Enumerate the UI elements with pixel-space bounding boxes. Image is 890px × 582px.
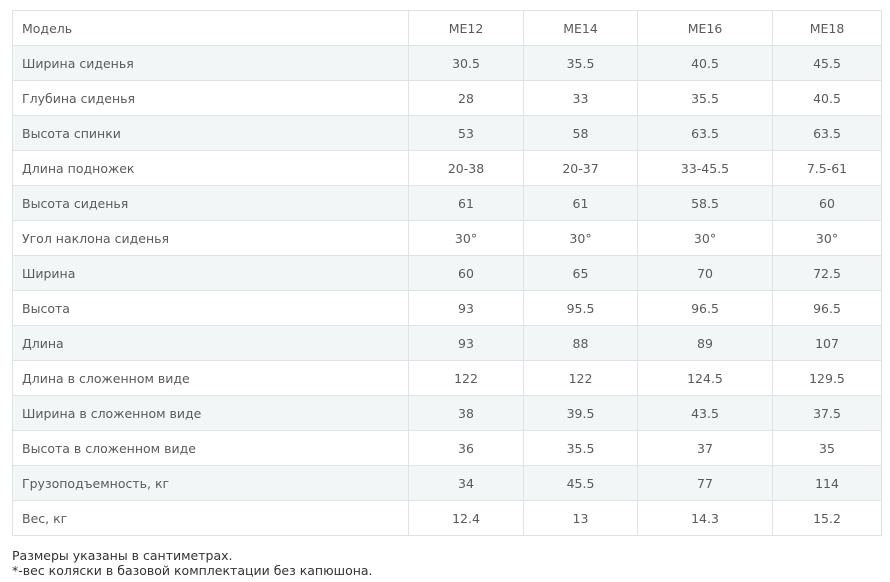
row-label: Ширина (12, 255, 409, 291)
table-row: Глубина сиденья 28 33 35.5 40.5 (12, 80, 882, 116)
table-row: Высота спинки 53 58 63.5 63.5 (12, 115, 882, 151)
cell-value: 14.3 (637, 500, 773, 536)
cell-value: 33-45.5 (637, 150, 773, 186)
cell-value: 30° (523, 220, 638, 256)
cell-value: 7.5-61 (772, 150, 882, 186)
cell-value: 35.5 (523, 45, 638, 81)
row-label: Глубина сиденья (12, 80, 409, 116)
cell-value: ME12 (408, 10, 524, 46)
cell-value: 40.5 (772, 80, 882, 116)
row-label: Длина (12, 325, 409, 361)
row-label: Высота в сложенном виде (12, 430, 409, 466)
table-row: Высота сиденья 61 61 58.5 60 (12, 185, 882, 221)
table-row: Ширина сиденья 30.5 35.5 40.5 45.5 (12, 45, 882, 81)
row-label: Высота (12, 290, 409, 326)
cell-value: 20-37 (523, 150, 638, 186)
cell-value: 96.5 (637, 290, 773, 326)
cell-value: 35.5 (523, 430, 638, 466)
row-label: Вес, кг (12, 500, 409, 536)
cell-value: 58 (523, 115, 638, 151)
cell-value: 35 (772, 430, 882, 466)
cell-value: 63.5 (772, 115, 882, 151)
cell-value: 88 (523, 325, 638, 361)
table-row: Ширина 60 65 70 72.5 (12, 255, 882, 291)
table-row: Длина в сложенном виде 122 122 124.5 129.5 (12, 360, 882, 396)
cell-value: 96.5 (772, 290, 882, 326)
cell-value: ME14 (523, 10, 638, 46)
cell-value: 15.2 (772, 500, 882, 536)
row-label: Угол наклона сиденья (12, 220, 409, 256)
row-label: Ширина в сложенном виде (12, 395, 409, 431)
cell-value: 60 (408, 255, 524, 291)
cell-value: 45.5 (772, 45, 882, 81)
cell-value: 122 (408, 360, 524, 396)
cell-value: 72.5 (772, 255, 882, 291)
cell-value: 114 (772, 465, 882, 501)
cell-value: 40.5 (637, 45, 773, 81)
row-label: Длина в сложенном виде (12, 360, 409, 396)
cell-value: 20-38 (408, 150, 524, 186)
cell-value: 95.5 (523, 290, 638, 326)
specs-table: Модель ME12 ME14 ME16 ME18 Ширина сиденья 30.5… (12, 10, 882, 536)
cell-value: 30.5 (408, 45, 524, 81)
row-label: Модель (12, 10, 409, 46)
cell-value: 107 (772, 325, 882, 361)
table-row: Высота 93 95.5 96.5 96.5 (12, 290, 882, 326)
table-row: Грузоподъемность, кг 34 45.5 77 114 (12, 465, 882, 501)
table-row: Вес, кг 12.4 13 14.3 15.2 (12, 500, 882, 536)
cell-value: 39.5 (523, 395, 638, 431)
cell-value: 77 (637, 465, 773, 501)
cell-value: 93 (408, 325, 524, 361)
row-label: Высота спинки (12, 115, 409, 151)
cell-value: 93 (408, 290, 524, 326)
cell-value: 53 (408, 115, 524, 151)
weight-note: *-вес коляски в базовой комплектации без… (12, 563, 373, 578)
cell-value: ME16 (637, 10, 773, 46)
row-label: Высота сиденья (12, 185, 409, 221)
cell-value: 122 (523, 360, 638, 396)
row-label: Длина подножек (12, 150, 409, 186)
cell-value: 70 (637, 255, 773, 291)
cell-value: 61 (408, 185, 524, 221)
cell-value: 89 (637, 325, 773, 361)
cell-value: 36 (408, 430, 524, 466)
cell-value: 65 (523, 255, 638, 291)
units-note: Размеры указаны в сантиметрах. (12, 548, 233, 563)
cell-value: 63.5 (637, 115, 773, 151)
cell-value: 61 (523, 185, 638, 221)
cell-value: 129.5 (772, 360, 882, 396)
cell-value: 34 (408, 465, 524, 501)
table-row: Угол наклона сиденья 30° 30° 30° 30° (12, 220, 882, 256)
row-label: Грузоподъемность, кг (12, 465, 409, 501)
cell-value: 45.5 (523, 465, 638, 501)
cell-value: 30° (408, 220, 524, 256)
cell-value: 37.5 (772, 395, 882, 431)
table-row: Длина 93 88 89 107 (12, 325, 882, 361)
cell-value: 37 (637, 430, 773, 466)
header-row: Модель ME12 ME14 ME16 ME18 (12, 10, 882, 46)
cell-value: 30° (637, 220, 773, 256)
cell-value: 124.5 (637, 360, 773, 396)
cell-value: 43.5 (637, 395, 773, 431)
cell-value: ME18 (772, 10, 882, 46)
footnotes: Размеры указаны в сантиметрах. *-вес кол… (12, 548, 373, 578)
cell-value: 13 (523, 500, 638, 536)
table-row: Длина подножек 20-38 20-37 33-45.5 7.5-61 (12, 150, 882, 186)
cell-value: 30° (772, 220, 882, 256)
cell-value: 58.5 (637, 185, 773, 221)
table-row: Ширина в сложенном виде 38 39.5 43.5 37.5 (12, 395, 882, 431)
cell-value: 60 (772, 185, 882, 221)
cell-value: 38 (408, 395, 524, 431)
table-row: Высота в сложенном виде 36 35.5 37 35 (12, 430, 882, 466)
cell-value: 12.4 (408, 500, 524, 536)
cell-value: 33 (523, 80, 638, 116)
row-label: Ширина сиденья (12, 45, 409, 81)
cell-value: 28 (408, 80, 524, 116)
cell-value: 35.5 (637, 80, 773, 116)
